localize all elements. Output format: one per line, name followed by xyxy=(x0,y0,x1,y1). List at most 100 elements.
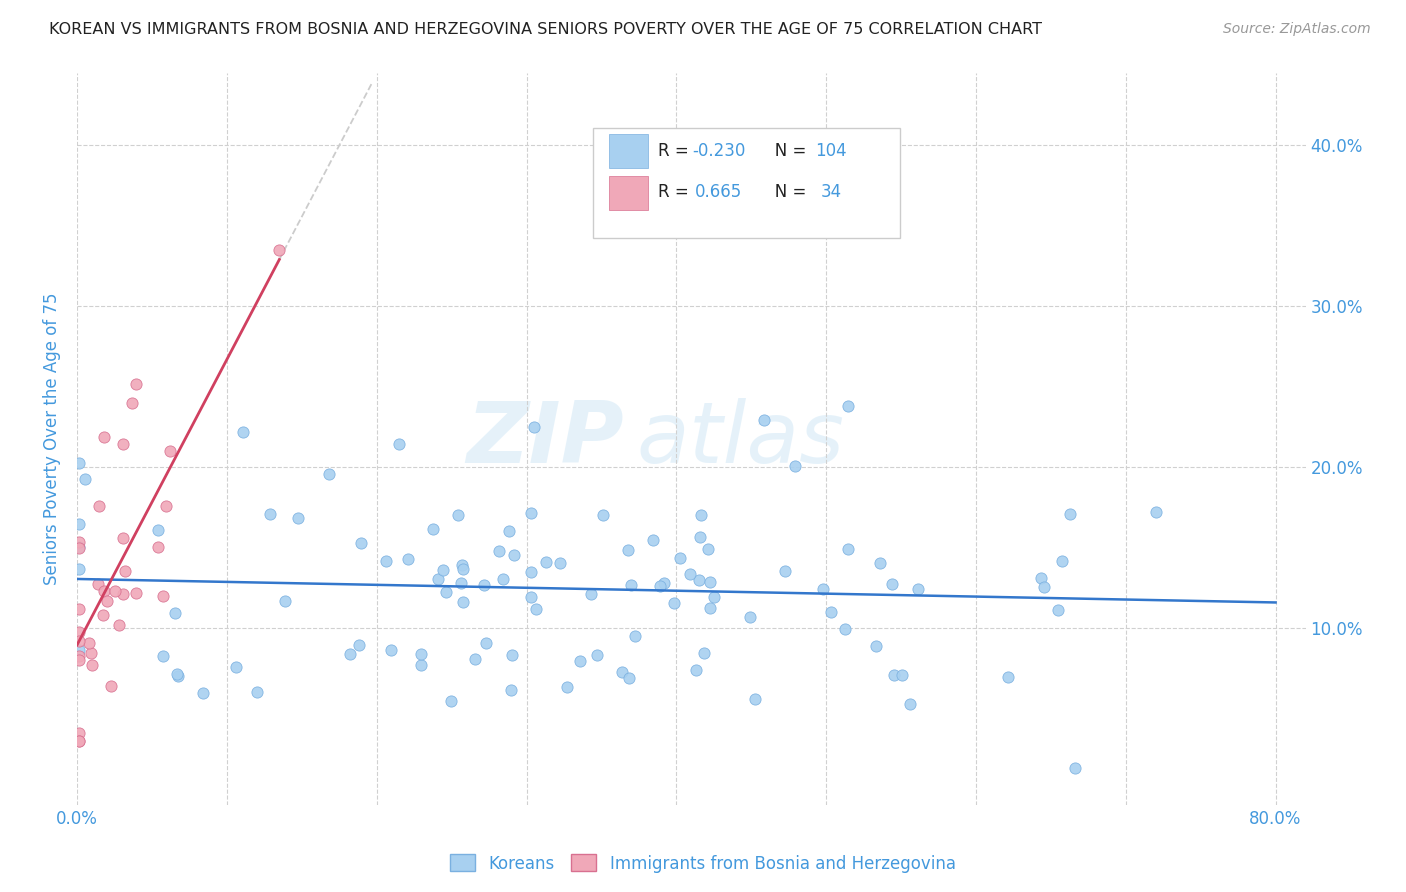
Point xyxy=(689,530,711,544)
Point xyxy=(87,576,110,591)
Point xyxy=(773,564,796,578)
Point xyxy=(898,697,921,711)
Point xyxy=(697,541,720,556)
Point xyxy=(883,668,905,682)
Point xyxy=(1029,571,1052,585)
Point xyxy=(492,572,515,586)
Point xyxy=(100,679,122,693)
Point xyxy=(67,456,90,470)
Point xyxy=(464,652,486,666)
Point xyxy=(837,542,859,557)
Point xyxy=(374,554,396,568)
Point xyxy=(616,543,638,558)
Point xyxy=(434,585,457,599)
Point xyxy=(685,663,707,677)
Point xyxy=(451,558,474,572)
Point xyxy=(93,429,115,443)
Point xyxy=(77,636,100,650)
Point xyxy=(108,618,131,632)
Point xyxy=(1063,761,1085,775)
Point xyxy=(555,680,578,694)
Point xyxy=(87,499,110,513)
Point xyxy=(623,629,645,643)
Point xyxy=(617,671,640,685)
Text: ZIP: ZIP xyxy=(467,398,624,481)
Point xyxy=(472,577,495,591)
Text: Source: ZipAtlas.com: Source: ZipAtlas.com xyxy=(1223,22,1371,37)
Point xyxy=(287,511,309,525)
Point xyxy=(524,602,547,616)
Point xyxy=(997,670,1019,684)
Point xyxy=(740,610,762,624)
Point xyxy=(91,608,114,623)
Point xyxy=(668,551,690,566)
Point xyxy=(520,566,543,580)
Point xyxy=(834,622,856,636)
Point xyxy=(586,648,609,662)
Point xyxy=(699,574,721,589)
Text: atlas: atlas xyxy=(636,398,844,481)
Point xyxy=(837,399,859,413)
Point xyxy=(662,596,685,610)
Point xyxy=(752,413,775,427)
Point xyxy=(339,647,361,661)
Point xyxy=(148,541,170,555)
Point xyxy=(193,686,215,700)
Point xyxy=(534,555,557,569)
Point xyxy=(641,533,664,548)
Point xyxy=(447,508,470,522)
Point xyxy=(318,467,340,482)
Point xyxy=(166,667,188,681)
Point xyxy=(610,665,633,679)
Point xyxy=(273,594,295,608)
Point xyxy=(67,648,90,663)
Text: 0.665: 0.665 xyxy=(695,184,742,202)
Point xyxy=(67,541,90,555)
Text: R =: R = xyxy=(658,184,699,202)
Point xyxy=(350,536,373,550)
Point xyxy=(245,685,267,699)
Point xyxy=(427,572,450,586)
Point xyxy=(865,639,887,653)
Text: -0.230: -0.230 xyxy=(693,142,747,160)
Point xyxy=(501,682,523,697)
Point xyxy=(67,540,90,554)
Point xyxy=(689,508,711,522)
Point xyxy=(396,551,419,566)
Point xyxy=(225,659,247,673)
Point xyxy=(159,444,181,458)
Point xyxy=(1033,580,1056,594)
Point xyxy=(112,437,135,451)
Point xyxy=(148,524,170,538)
Point xyxy=(693,646,716,660)
Point xyxy=(453,562,475,576)
Point xyxy=(67,642,90,657)
Point xyxy=(67,625,90,640)
Point xyxy=(568,655,591,669)
Point xyxy=(1052,554,1074,568)
Point xyxy=(114,564,136,578)
Text: KOREAN VS IMMIGRANTS FROM BOSNIA AND HERZEGOVINA SENIORS POVERTY OVER THE AGE OF: KOREAN VS IMMIGRANTS FROM BOSNIA AND HER… xyxy=(49,22,1042,37)
Point xyxy=(592,508,614,522)
Point xyxy=(269,243,291,257)
Point xyxy=(1046,603,1069,617)
Point xyxy=(785,458,807,473)
Point xyxy=(1144,505,1167,519)
Point xyxy=(475,636,498,650)
Point xyxy=(152,590,174,604)
Point xyxy=(520,506,543,520)
Point xyxy=(67,517,90,532)
Point xyxy=(523,420,546,434)
Point xyxy=(548,556,571,570)
Point xyxy=(891,668,914,682)
Point xyxy=(440,694,463,708)
Point xyxy=(652,575,675,590)
Point xyxy=(450,576,472,591)
Point xyxy=(111,587,134,601)
Point xyxy=(67,733,90,747)
Text: R =: R = xyxy=(658,142,695,160)
Point xyxy=(67,726,90,740)
Point xyxy=(125,586,148,600)
Point xyxy=(67,602,90,616)
Point xyxy=(411,658,433,673)
